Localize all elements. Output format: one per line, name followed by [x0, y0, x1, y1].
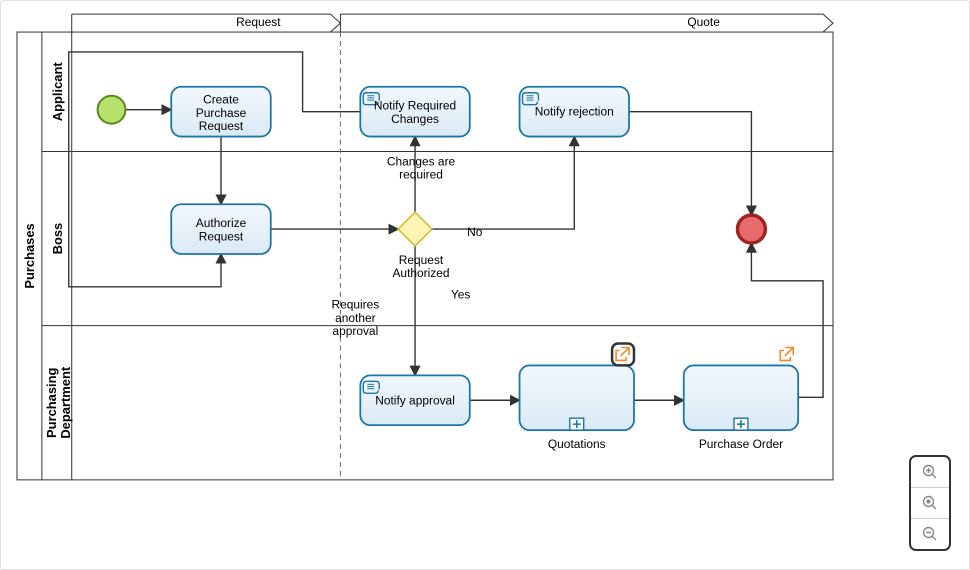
bpmn-canvas[interactable]: Purchases Applicant Boss PurchasingDepartme… [15, 11, 835, 485]
flow-label-f8: RequestAuthorized [392, 253, 449, 280]
task-label-notify-approval: Notify approval [375, 393, 455, 407]
lane-label-lane-applicant: Applicant [49, 62, 64, 122]
pool-label: Purchases [22, 223, 37, 288]
lane-label-lane-purchasing: PurchasingDepartment [43, 366, 72, 438]
flow-label-f4: Changes arerequired [387, 154, 456, 181]
zoom-reset-button[interactable] [911, 487, 949, 518]
flow-label-f6: No [467, 225, 483, 239]
flow-f6[interactable] [432, 137, 574, 230]
node-gateway[interactable] [398, 212, 432, 246]
flow-label2-f8: Yes [451, 288, 471, 302]
node-end[interactable] [737, 215, 765, 243]
phase-label-phase-request: Request [236, 15, 281, 29]
zoom-out-button[interactable] [911, 518, 949, 549]
node-quotations[interactable]: Quotations [520, 344, 634, 451]
caption-purchase-order: Purchase Order [699, 437, 783, 451]
node-notify-changes[interactable]: Notify RequiredChanges [360, 87, 469, 137]
external-link-icon [780, 348, 793, 361]
phase-label-phase-quote: Quote [687, 15, 720, 29]
node-notify-reject[interactable]: Notify rejection [520, 87, 629, 137]
external-link-icon [616, 348, 629, 361]
caption-quotations: Quotations [548, 437, 606, 451]
task-label-authorize: AuthorizeRequest [196, 216, 247, 243]
node-notify-approval[interactable]: Notify approval [360, 375, 469, 425]
lane-label-lane-boss: Boss [49, 223, 64, 255]
task-label-notify-reject: Notify rejection [535, 105, 614, 119]
node-start[interactable] [98, 96, 126, 124]
diagram-frame: Purchases Applicant Boss PurchasingDepartme… [0, 0, 970, 570]
node-authorize[interactable]: AuthorizeRequest [171, 204, 271, 254]
flow-label-f5: Requiresanotherapproval [331, 298, 379, 338]
node-create[interactable]: CreatePurchaseRequest [171, 87, 271, 137]
zoom-in-button[interactable] [911, 457, 949, 487]
node-purchase-order[interactable]: Purchase Order [684, 348, 798, 452]
flow-f7[interactable] [629, 112, 751, 215]
zoom-panel [909, 455, 951, 551]
